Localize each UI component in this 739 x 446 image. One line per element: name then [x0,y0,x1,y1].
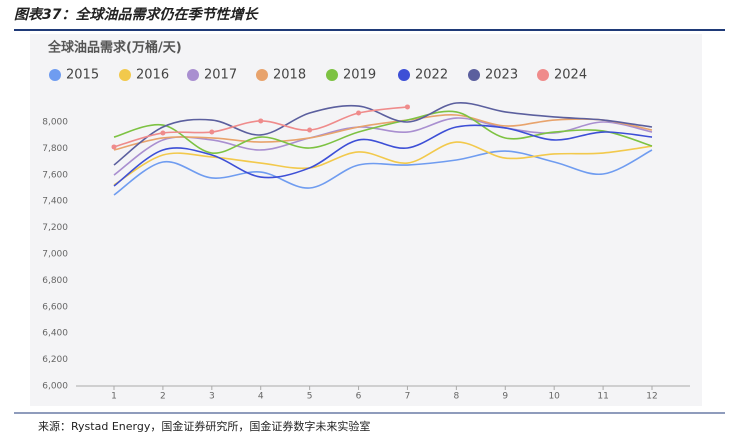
series-point [258,118,264,124]
legend-marker [187,69,199,81]
series-line [113,141,653,186]
legend-marker [398,69,410,81]
legend-label: 2023 [485,68,518,83]
chart-background [30,34,702,406]
chart-title: 全球油品需求(万桶/天) [47,40,182,56]
x-tick-label: 8 [453,392,459,402]
x-tick-label: 12 [646,392,657,402]
series-line [113,124,653,187]
legend-marker [119,69,131,81]
series-line [113,110,653,154]
y-tick-label: 7,200 [42,223,68,233]
legend-label: 2015 [66,68,99,83]
y-tick-label: 7,800 [42,144,68,154]
y-tick-label: 6,600 [42,302,68,312]
series-point [111,144,117,150]
legend-label: 2018 [273,68,306,83]
y-tick-label: 8,000 [42,118,68,128]
legend-marker [49,69,61,81]
y-tick-label: 6,000 [42,382,68,392]
legend-marker [326,69,338,81]
series-line [113,114,653,151]
legend-marker [537,69,549,81]
series-point [307,127,313,133]
legend-marker [256,69,268,81]
legend-label: 2017 [204,68,237,83]
legend-label: 2019 [343,68,376,83]
x-tick-label: 9 [502,392,508,402]
x-tick-label: 5 [307,392,313,402]
legend-label: 2016 [136,68,169,83]
y-tick-label: 7,400 [42,197,68,207]
x-tick-label: 1 [111,392,117,402]
source: 来源：Rystad Energy，国金证券研究所，国金证券数字未来实验室 [38,419,370,433]
legend-label: 2024 [554,68,587,83]
series-line [113,149,653,196]
x-tick-label: 4 [258,392,264,402]
y-tick-label: 6,200 [42,355,68,365]
series-point [209,129,215,135]
x-tick-label: 10 [548,392,560,402]
series-point [404,104,410,110]
page-title: 图表37：全球油品需求仍在季节性增长 [14,6,259,23]
x-tick-label: 7 [405,392,411,402]
legend-marker [468,69,480,81]
y-tick-label: 6,400 [42,329,68,339]
series-point [356,110,362,116]
x-tick-label: 11 [597,392,608,402]
y-tick-label: 6,800 [42,276,68,286]
y-tick-label: 7,000 [42,250,68,260]
series-point [160,130,166,136]
y-tick-label: 7,600 [42,170,68,180]
x-tick-label: 3 [209,392,215,402]
x-tick-label: 6 [356,392,362,402]
series-line [113,102,653,166]
x-tick-label: 2 [160,392,166,402]
legend-label: 2022 [415,68,448,83]
